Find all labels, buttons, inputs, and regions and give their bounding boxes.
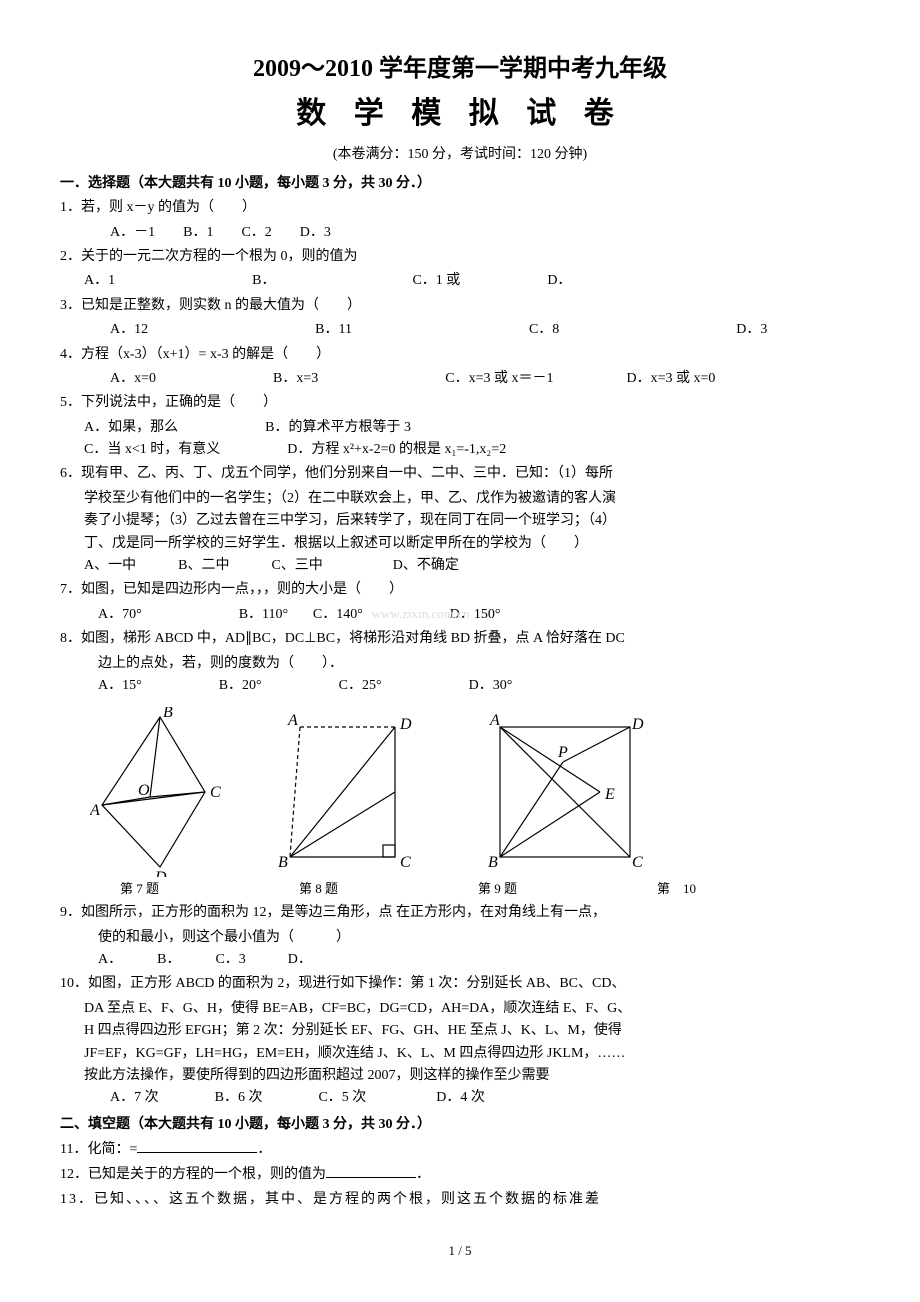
q5-opt-c: C．当 x<1 时，有意义 (84, 442, 220, 457)
section1-heading: 一．选择题（本大题共有 10 小题，每小题 3 分，共 30 分．） (60, 173, 860, 195)
q9-options: A． B． C．3 D． (60, 949, 860, 971)
section2-heading: 二、填空题（本大题共有 10 小题，每小题 3 分，共 30 分．） (60, 1114, 860, 1136)
watermark: www.zixin.com.cn (372, 606, 470, 621)
q12: 12．已知是关于的方程的一个根，则的值为 ． (60, 1163, 860, 1186)
q2-opt-d: D． (547, 273, 571, 288)
q11-stem: 11．化简：= (60, 1142, 137, 1157)
q11-blank (137, 1138, 257, 1153)
q8-opt-a: A．15° (98, 678, 142, 693)
q7-options: A．70° B．110° www.zixin.com.cn C．140° D．1… (60, 604, 860, 626)
q11-period: ． (257, 1142, 271, 1157)
q6-l1: 6．现有甲、乙、丙、丁、戊五个同学，他们分别来自一中、二中、三中．已知：（1）每… (60, 463, 860, 485)
q1-options: A．－1 B．1 C．2 D．3 (60, 222, 860, 244)
figcap-9: 第 9 题 (478, 879, 517, 900)
q9-l2: 使的和最小，则这个最小值为（ ） (60, 927, 860, 949)
q10-options: A．7 次 B．6 次 C．5 次 D．4 次 (60, 1087, 860, 1109)
q5-stem: 5．下列说法中，正确的是（ ） (60, 392, 860, 414)
q5-line2: C．当 x<1 时，有意义 D．方程 x²+x-2=0 的根是 x₁=-1,x₂… (60, 439, 860, 461)
q10-l5: 按此方法操作，要使所得到的四边形面积超过 2007，则这样的操作至少需要 (60, 1065, 860, 1087)
q3-opt-b: B．11 (315, 322, 352, 337)
svg-text:A: A (90, 802, 100, 819)
q10-l2: DA 至点 E、F、G、H，使得 BE=AB，CF=BC，DG=CD，AH=DA… (60, 998, 860, 1020)
q10-l4: JF=EF，KG=GF，LH=HG，EM=EH，顺次连结 J、K、L、M 四点得… (60, 1043, 860, 1065)
figcap-7: 第 7 题 (120, 879, 159, 900)
q7-opt-c: C．140° (313, 607, 363, 622)
q3-options: A．12 B．11 C．8 D．3 (60, 319, 860, 341)
q6-l4: 丁、戊是同一所学校的三好学生．根据以上叙述可以断定甲所在的学校为（ ） (60, 533, 860, 555)
q7-stem: 7．如图，已知是四边形内一点，，，则的大小是（ ） (60, 579, 860, 601)
q5-opt-b: B．的算术平方根等于 3 (265, 420, 411, 435)
q8-l2: 边上的点处，若，则的度数为（ ）． (60, 653, 860, 675)
q3-stem: 3．已知是正整数，则实数 n 的最大值为（ ） (60, 295, 860, 317)
q4-opt-d: D．x=3 或 x=0 (626, 371, 715, 386)
q8-opt-b: B．20° (219, 678, 262, 693)
q5-opt-a: A．如果，那么 (84, 420, 178, 435)
svg-text:A: A (489, 712, 500, 729)
svg-text:C: C (632, 854, 643, 871)
svg-text:E: E (604, 786, 615, 803)
q4-opt-a: A．x=0 (110, 371, 156, 386)
svg-text:B: B (163, 707, 173, 721)
svg-text:C: C (210, 784, 221, 801)
q2-opt-a: A．1 (84, 273, 115, 288)
svg-text:D: D (154, 869, 167, 877)
q8-opt-c: C．25° (339, 678, 382, 693)
q6-l2: 学校至少有他们中的一名学生；（2）在二中联欢会上，甲、乙、戊作为被邀请的客人演 (60, 488, 860, 510)
q4-options: A．x=0 B．x=3 C．x=3 或 x＝－1 D．x=3 或 x=0 (60, 368, 860, 390)
svg-text:B: B (488, 854, 498, 871)
q7-opt-a: A．70° (98, 607, 142, 622)
q1-stem: 1．若，则 x－y 的值为（ ） (60, 197, 860, 219)
figcap-8: 第 8 题 (299, 879, 338, 900)
q3-opt-a: A．12 (110, 322, 148, 337)
q7-opt-b: B．110° (239, 607, 288, 622)
q3-opt-d: D．3 (736, 322, 767, 337)
q11: 11．化简：= ． (60, 1138, 860, 1161)
svg-text:D: D (631, 716, 644, 733)
figure-row: B C D A O A D B C A D B (90, 707, 860, 877)
q12-period: ． (416, 1167, 430, 1182)
q4-opt-c: C．x=3 或 x＝－1 (445, 371, 553, 386)
figure-captions: 第 7 题 第 8 题 第 9 题 第 10 (120, 879, 860, 900)
q6-options: A、一中 B、二中 C、三中 D、不确定 (60, 555, 860, 577)
q10-l3: H 四点得四边形 EFGH；第 2 次：分别延长 EF、FG、GH、HE 至点 … (60, 1020, 860, 1042)
q5-opt-d: D．方程 x²+x-2=0 的根是 x₁=-1,x₂=2 (287, 442, 506, 457)
q2-opt-b: B． (252, 273, 275, 288)
figcap-10: 第 10 (657, 879, 696, 900)
svg-text:A: A (287, 712, 298, 729)
page-footer: 1 / 5 (60, 1241, 860, 1262)
title-main: 数 学 模 拟 试 卷 (60, 90, 860, 138)
q8-opt-d: D．30° (469, 678, 513, 693)
q13: 13．已知、、、、这五个数据，其中、是方程的两个根，则这五个数据的标准差 (60, 1189, 860, 1211)
q8-l1: 8．如图，梯形 ABCD 中，AD∥BC，DC⊥BC，将梯形沿对角线 BD 折叠… (60, 628, 860, 650)
figure-8: A D B C (270, 707, 440, 877)
q8-options: A．15° B．20° C．25° D．30° (60, 675, 860, 697)
q12-blank (326, 1163, 416, 1178)
title-year: 2009～2010 学年度第一学期中考九年级 (60, 50, 860, 88)
q2-options: A．1 B． C．1 或 D． (60, 270, 860, 292)
q2-stem: 2．关于的一元二次方程的一个根为 0，则的值为 (60, 246, 860, 268)
q9-l1: 9．如图所示，正方形的面积为 12，是等边三角形，点 在正方形内，在对角线上有一… (60, 902, 860, 924)
svg-text:P: P (557, 744, 568, 761)
q5-line1: A．如果，那么 B．的算术平方根等于 3 (60, 417, 860, 439)
q12-stem: 12．已知是关于的方程的一个根，则的值为 (60, 1167, 326, 1182)
q3-opt-c: C．8 (529, 322, 559, 337)
figure-7: B C D A O (90, 707, 230, 877)
figure-9: A D B C P E (480, 707, 650, 877)
q10-l1: 10．如图，正方形 ABCD 的面积为 2，现进行如下操作：第 1 次：分别延长… (60, 973, 860, 995)
q6-l3: 奏了小提琴；（3）乙过去曾在三中学习，后来转学了，现在同丁在同一个班学习；（4） (60, 510, 860, 532)
q2-opt-c: C．1 或 (412, 273, 460, 288)
q4-stem: 4．方程（x-3）（x+1）= x-3 的解是（ ） (60, 344, 860, 366)
svg-text:C: C (400, 854, 411, 871)
q4-opt-b: B．x=3 (273, 371, 318, 386)
svg-text:D: D (399, 716, 412, 733)
subtitle: (本卷满分：150 分，考试时间：120 分钟) (60, 144, 860, 166)
svg-text:B: B (278, 854, 288, 871)
svg-text:O: O (138, 782, 150, 799)
